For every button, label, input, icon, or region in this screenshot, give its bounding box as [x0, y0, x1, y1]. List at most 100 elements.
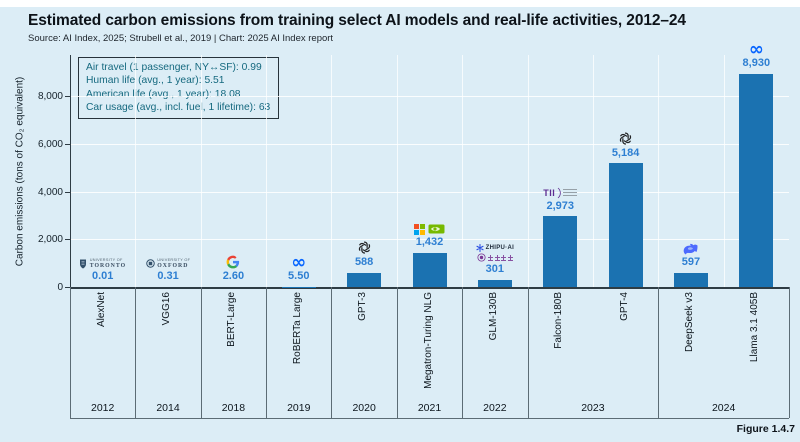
model-label: AlexNet [95, 292, 107, 328]
year-group-separator [658, 287, 660, 418]
gridline-vertical [396, 55, 398, 287]
model-label: VGG16 [161, 292, 173, 326]
bar-logo-stack [190, 255, 276, 269]
model-label: Llama 3.1 405B [749, 292, 761, 363]
bar-falcon-180b [543, 216, 578, 287]
year-label: 2020 [352, 402, 376, 414]
year-label: 2022 [483, 402, 507, 414]
year-group-separator [266, 287, 268, 418]
gridline-vertical [527, 55, 529, 287]
bar-value-label: 597 [681, 256, 701, 269]
figure-number-label: Figure 1.4.7 [736, 423, 795, 435]
model-label: Falcon-180B [553, 292, 565, 349]
bar-gpt-3 [347, 272, 382, 287]
microsoft-logo [414, 223, 425, 235]
deepseek-logo [682, 243, 699, 255]
y-tick-label: 0 [57, 282, 63, 293]
year-group-separator [70, 287, 71, 418]
tii-logo: TII [543, 187, 578, 199]
gridline-vertical [462, 55, 464, 287]
bar-logo-stack: UNIVERSITY OF OXFORD [125, 258, 211, 269]
year-group-separator [200, 287, 202, 418]
meta-logo: ∞ [748, 39, 764, 61]
model-label: GPT-4 [618, 292, 630, 321]
gridline-horizontal [70, 191, 789, 193]
source-line: Source: AI Index, 2025; Strubell et al.,… [28, 33, 334, 44]
model-label: GLM-130B [487, 292, 499, 341]
bar-logo-stack [648, 243, 734, 255]
gridline-vertical [135, 55, 137, 287]
bottom-rule [70, 417, 789, 419]
bar-logo-stack [583, 131, 669, 146]
gridline-vertical [266, 55, 268, 287]
bar-logo-stack: ∞ [713, 39, 799, 61]
gridline-horizontal [70, 96, 789, 97]
y-tick-mark [65, 191, 70, 193]
model-label: DeepSeek v3 [683, 292, 695, 353]
bar-value-label: 0.01 [91, 270, 114, 283]
bar-deepseek-v3 [673, 272, 708, 287]
openai-logo [618, 131, 633, 146]
top-strip [0, 0, 800, 7]
gridline-vertical [658, 55, 660, 287]
gridline-vertical [723, 55, 725, 287]
y-tick-mark [65, 287, 70, 288]
year-label: 2023 [581, 402, 605, 414]
year-group-separator [396, 287, 398, 418]
bar-llama-3-1-405b [739, 73, 774, 287]
bar-gpt-4 [608, 163, 643, 287]
y-tick-mark [65, 239, 70, 241]
real-life-activities-annotation-box: Air travel (1 passenger, NY↔SF): 0.99 Hu… [78, 57, 280, 120]
y-axis-line [70, 55, 72, 287]
bar-logo-stack: ∞ [256, 252, 342, 274]
bar-value-label: 5.50 [288, 270, 310, 283]
meta-logo: ∞ [291, 252, 307, 274]
model-label: BERT-Large [226, 292, 238, 347]
year-label: 2019 [287, 402, 311, 414]
y-tick-label: 4,000 [37, 186, 63, 198]
bar-glm-130b [477, 279, 512, 287]
year-label: 2012 [90, 402, 115, 414]
bar-value-label: 5,184 [611, 146, 640, 159]
bar-value-label: 1,432 [415, 236, 444, 249]
bar-value-label: 2,973 [546, 199, 574, 212]
model-label: GPT-3 [357, 292, 369, 321]
y-tick-label: 8,000 [37, 91, 63, 102]
y-tick-mark [65, 143, 70, 145]
bar-logo-stack [387, 223, 473, 235]
nvidia-logo [428, 223, 445, 235]
year-group-separator [789, 287, 790, 418]
annotation-line: Car usage (avg., incl. fuel, 1 lifetime)… [86, 101, 271, 113]
year-label: 2014 [156, 402, 180, 414]
model-label: Megatron-Turing NLG [422, 292, 434, 389]
bar-value-label: 8,930 [742, 57, 771, 70]
year-label: 2018 [221, 402, 246, 414]
gridline-vertical [592, 55, 594, 287]
year-group-separator [331, 287, 333, 418]
y-tick-mark [65, 96, 70, 97]
year-label: 2024 [711, 402, 736, 414]
year-label: 2021 [417, 402, 442, 414]
annotation-line: American life (avg., 1 year): 18.08 [86, 88, 241, 100]
x-axis-line [70, 287, 789, 289]
year-group-separator [527, 287, 529, 418]
bar-logo-stack: UNIVERSITY OF TORONTO [60, 258, 146, 269]
y-tick-label: 6,000 [37, 138, 63, 150]
year-group-separator [135, 287, 137, 418]
gridline-vertical [331, 55, 333, 287]
bar-value-label: 301 [485, 263, 505, 276]
annotation-line: Air travel (1 passenger, NY↔SF): 0.99 [86, 62, 262, 73]
page-title: Estimated carbon emissions from training… [28, 12, 686, 29]
model-label: RoBERTa Large [291, 292, 303, 365]
university-of-toronto-logo: UNIVERSITY OF TORONTO [79, 258, 126, 269]
university-of-oxford-logo: UNIVERSITY OF OXFORD [146, 258, 190, 269]
zhipu-ai-logo: ZHIPU·AI [476, 244, 514, 253]
bar-value-label: 588 [354, 256, 374, 269]
bar-logo-stack [321, 240, 407, 255]
google-logo [226, 255, 240, 269]
y-tick-label: 2,000 [37, 234, 63, 246]
gridline-horizontal [70, 143, 789, 145]
bar-logo-stack: TII [517, 187, 603, 199]
